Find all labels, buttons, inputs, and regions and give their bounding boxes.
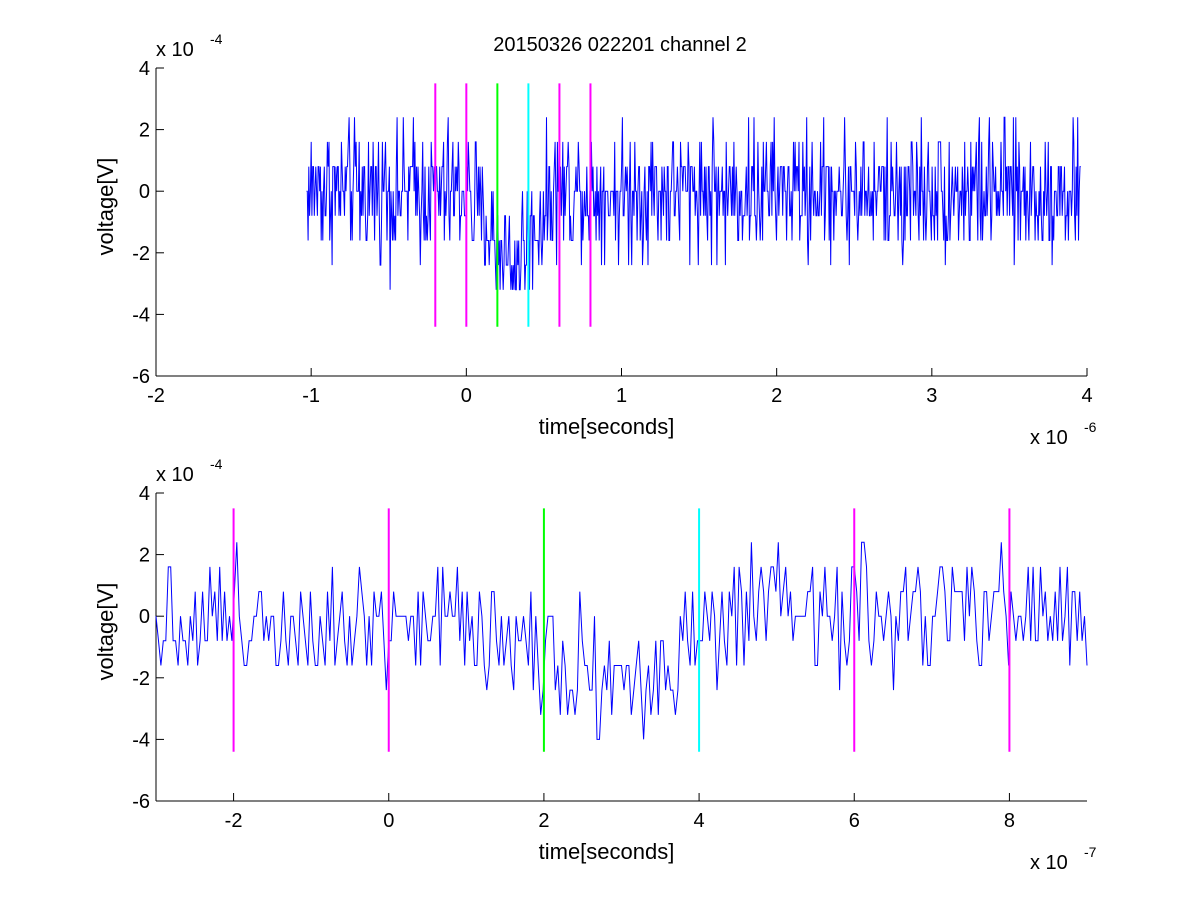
y-axis-label: voltage[V] (93, 158, 118, 256)
y-exponent-superscript: -4 (210, 31, 223, 47)
figure-title: 20150326 022201 channel 2 (493, 34, 747, 56)
top-plot: -2 -1 0 1 2 3 4 -6 -4 -2 0 2 4 time[seconds] voltage[V… (93, 31, 1097, 449)
x-tick-label: 4 (1081, 385, 1092, 407)
y-axis-label: voltage[V] (93, 583, 118, 681)
y-tick-label: -4 (132, 729, 150, 751)
y-tick-label: 0 (139, 181, 150, 203)
x-tick-label: 6 (849, 810, 860, 832)
x-tick-label: -1 (302, 385, 320, 407)
y-tick-label: 2 (139, 120, 150, 142)
x-tick-label: 0 (461, 385, 472, 407)
x-tick-label: 1 (616, 385, 627, 407)
y-tick-label: -2 (132, 668, 150, 690)
x-tick-label: 3 (926, 385, 937, 407)
x-exponent-superscript: -7 (1084, 844, 1097, 860)
y-tick-label: -4 (132, 304, 150, 326)
y-exponent-label: x 10 (156, 39, 194, 61)
x-tick-label: 4 (694, 810, 705, 832)
y-tick-label: -6 (132, 791, 150, 813)
y-tick-label: -6 (132, 366, 150, 388)
y-tick-label: -2 (132, 243, 150, 265)
y-exponent-superscript: -4 (210, 456, 223, 472)
y-tick-label: 0 (139, 606, 150, 628)
y-exponent-label: x 10 (156, 464, 194, 486)
x-exponent-superscript: -6 (1084, 419, 1097, 435)
x-tick-label: 8 (1004, 810, 1015, 832)
x-tick-label: -2 (225, 810, 243, 832)
bottom-plot: -2 0 2 4 6 8 -6 -4 -2 0 2 4 time[seconds] voltage[V] x… (93, 456, 1097, 874)
y-tick-label: 2 (139, 545, 150, 567)
x-axis-label: time[seconds] (539, 414, 675, 439)
x-tick-label: 0 (383, 810, 394, 832)
x-tick-label: -2 (147, 385, 165, 407)
x-exponent-label: x 10 (1030, 852, 1068, 874)
x-exponent-label: x 10 (1030, 427, 1068, 449)
voltage-trace (155, 541, 1088, 740)
x-tick-label: 2 (771, 385, 782, 407)
y-tick-label: 4 (139, 483, 150, 505)
x-axis-label: time[seconds] (539, 839, 675, 864)
x-tick-label: 2 (538, 810, 549, 832)
y-tick-label: 4 (139, 58, 150, 80)
